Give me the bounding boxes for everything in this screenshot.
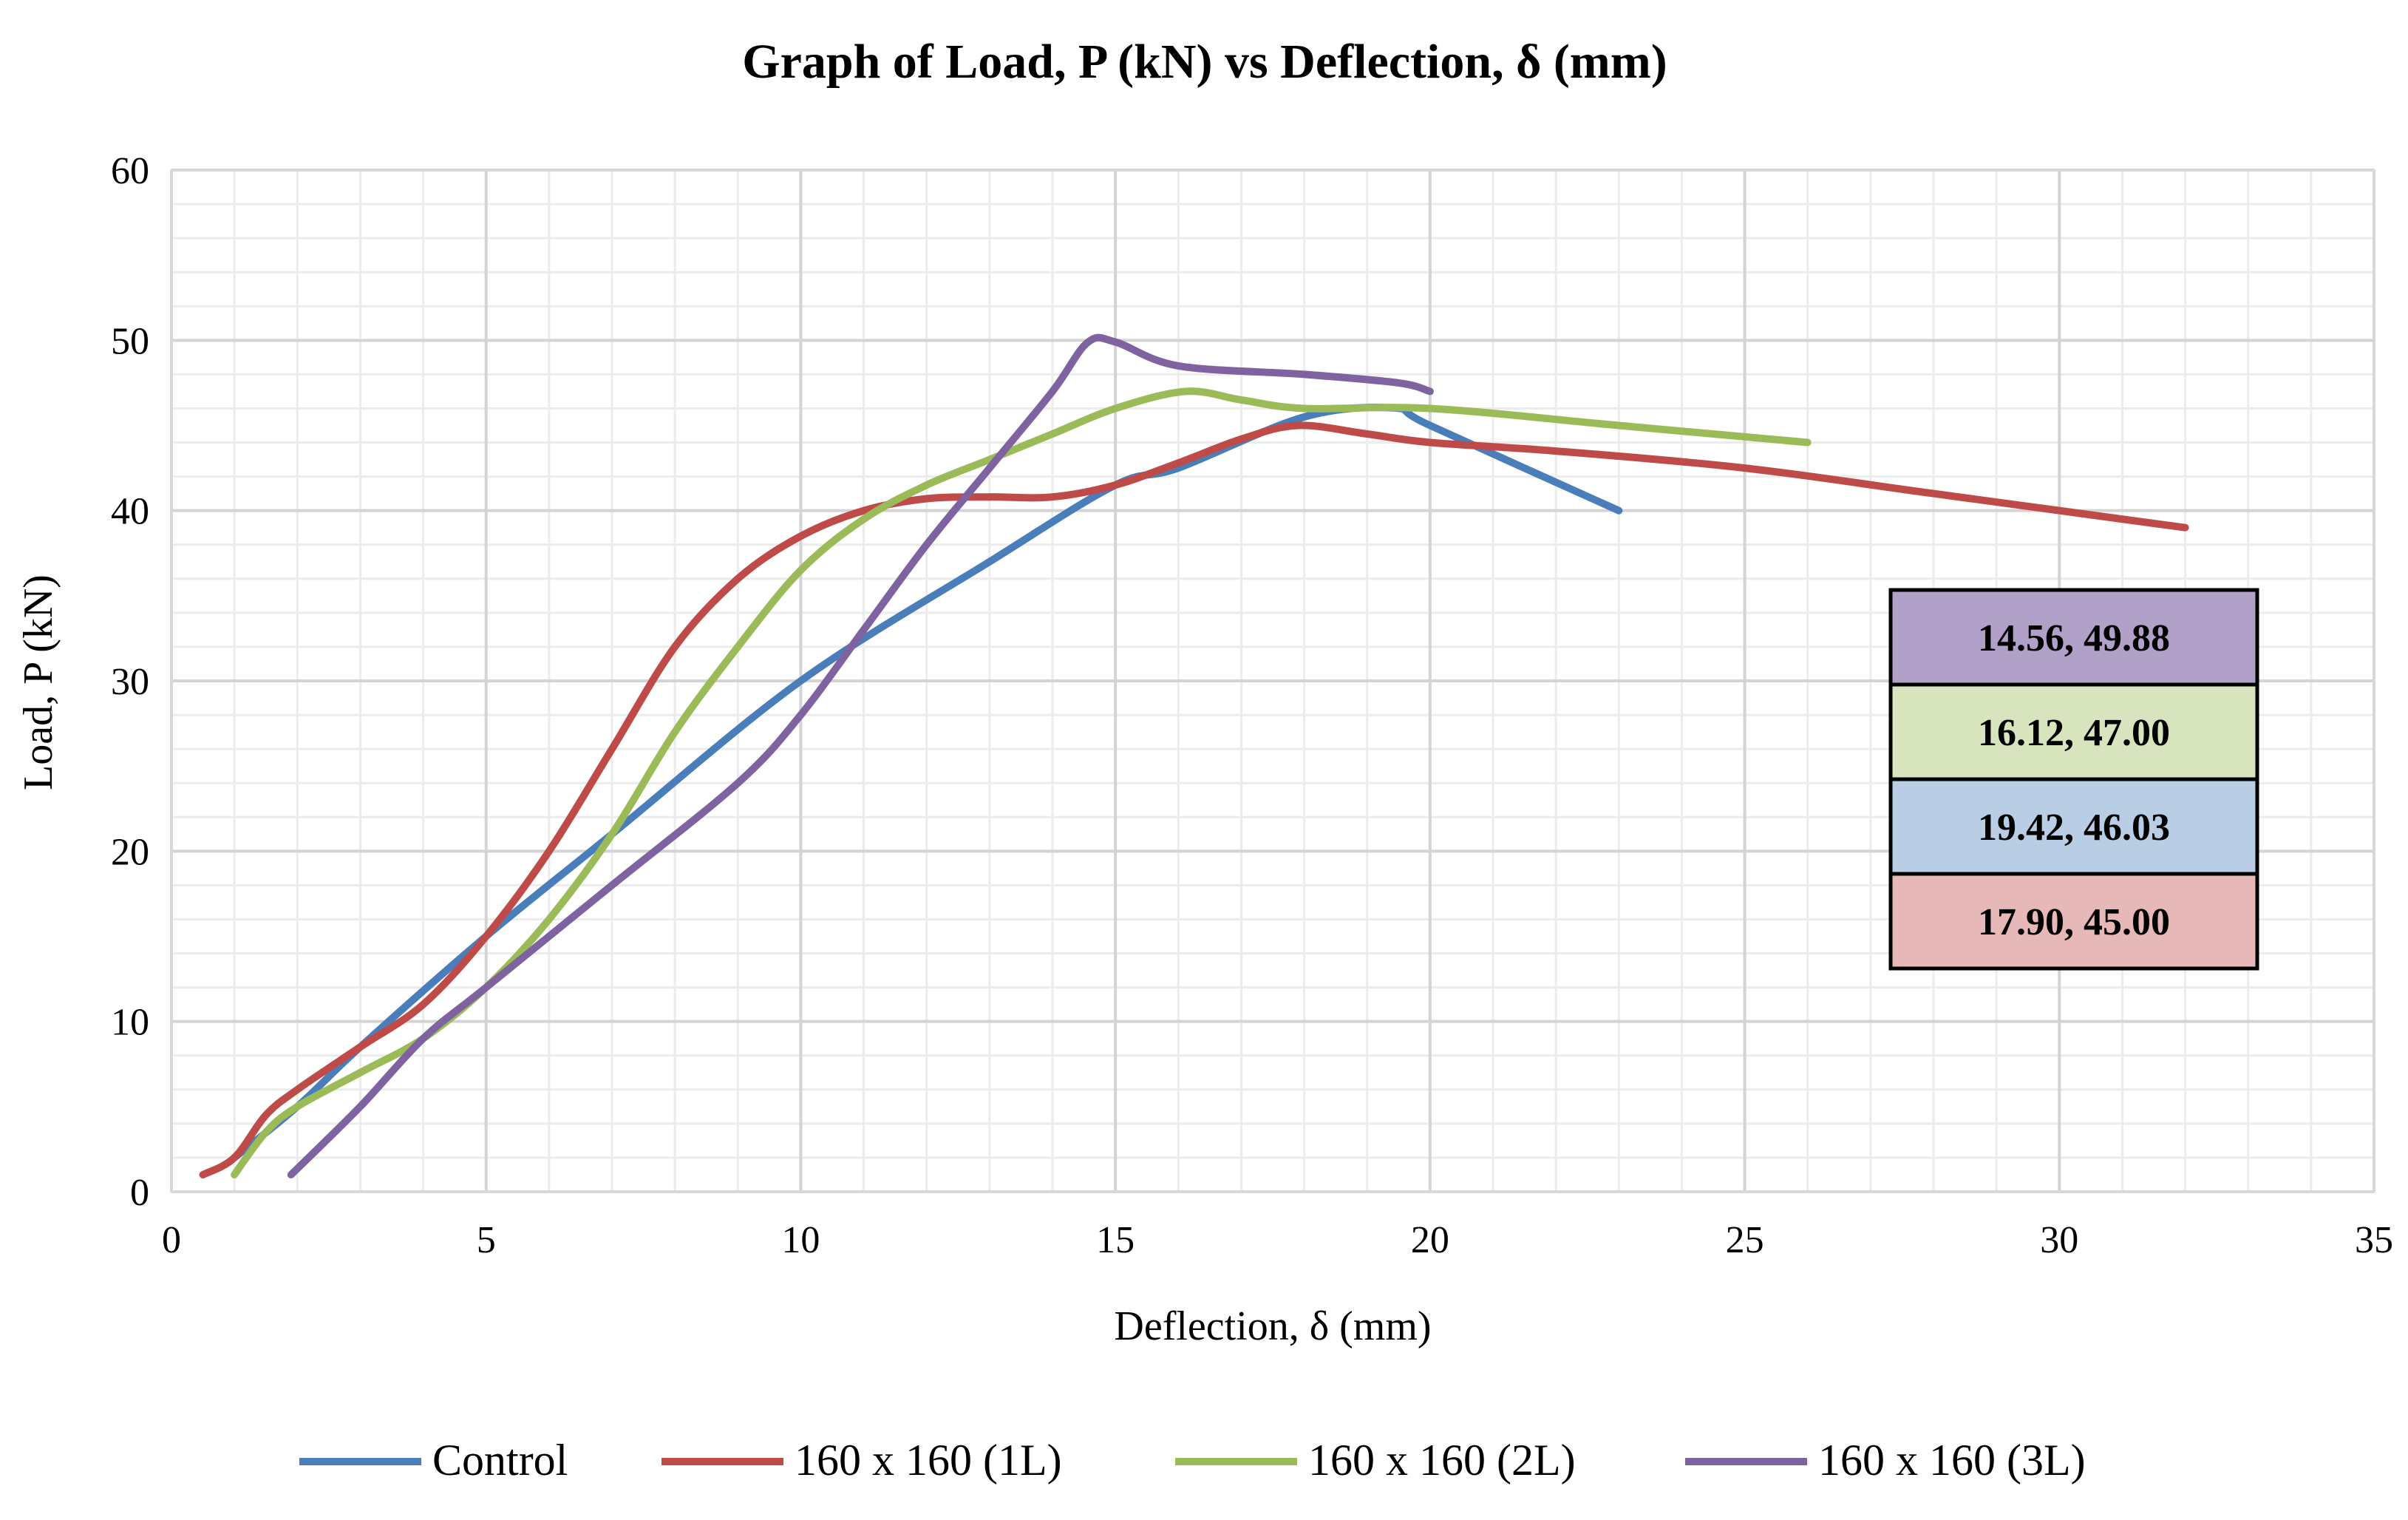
x-tick-label: 5 bbox=[477, 1219, 496, 1261]
x-axis-ticks: 0 5 10 15 20 25 30 35 bbox=[162, 1219, 2393, 1261]
x-tick-label: 20 bbox=[1411, 1219, 1449, 1261]
legend: Control 160 x 160 (1L) 160 x 160 (2L) 160 x… bbox=[299, 1436, 2086, 1485]
peak-value-cell bbox=[1888, 682, 2259, 781]
x-tick-label: 35 bbox=[2355, 1219, 2393, 1261]
series-lines bbox=[199, 333, 2189, 1178]
y-tick-label: 50 bbox=[111, 320, 149, 362]
y-tick-label: 30 bbox=[111, 661, 149, 703]
series-line-160-x-160-3l bbox=[287, 333, 1434, 1178]
x-tick-label: 15 bbox=[1096, 1219, 1135, 1261]
legend-label: 160 x 160 (2L) bbox=[1308, 1436, 1576, 1485]
y-axis-ticks: 0 10 20 30 40 50 60 bbox=[111, 150, 149, 1214]
peak-value-text: 17.90, 45.00 bbox=[1978, 901, 2170, 943]
peak-value-text: 14.56, 49.88 bbox=[1978, 617, 2170, 659]
y-tick-label: 60 bbox=[111, 150, 149, 192]
x-tick-label: 0 bbox=[162, 1219, 181, 1261]
x-tick-label: 25 bbox=[1726, 1219, 1764, 1261]
y-axis-label: Load, P (kN) bbox=[16, 574, 61, 790]
y-tick-label: 0 bbox=[130, 1172, 149, 1214]
y-tick-label: 20 bbox=[111, 831, 149, 873]
y-tick-label: 40 bbox=[111, 491, 149, 533]
plot-area-border bbox=[170, 169, 2375, 1193]
y-tick-label: 10 bbox=[111, 1002, 149, 1044]
x-tick-label: 10 bbox=[781, 1219, 820, 1261]
peak-value-text: 16.12, 47.00 bbox=[1978, 712, 2170, 754]
legend-label: 160 x 160 (3L) bbox=[1818, 1436, 2086, 1485]
peak-values-box: 14.56, 49.88 16.12, 47.00 19.42, 46.03 17.9… bbox=[1888, 588, 2259, 971]
chart-title: Graph of Load, P (kN) vs Deflection, δ (… bbox=[742, 35, 1667, 89]
x-tick-label: 30 bbox=[2040, 1219, 2078, 1261]
peak-value-text: 19.42, 46.03 bbox=[1978, 807, 2170, 849]
x-axis-label: Deflection, δ (mm) bbox=[1114, 1303, 1431, 1349]
peak-value-cell bbox=[1888, 777, 2259, 876]
peak-value-cell bbox=[1888, 872, 2259, 971]
legend-label: Control bbox=[432, 1436, 568, 1485]
legend-label: 160 x 160 (1L) bbox=[795, 1436, 1062, 1485]
series-line-160-x-160-1l bbox=[199, 421, 2189, 1178]
